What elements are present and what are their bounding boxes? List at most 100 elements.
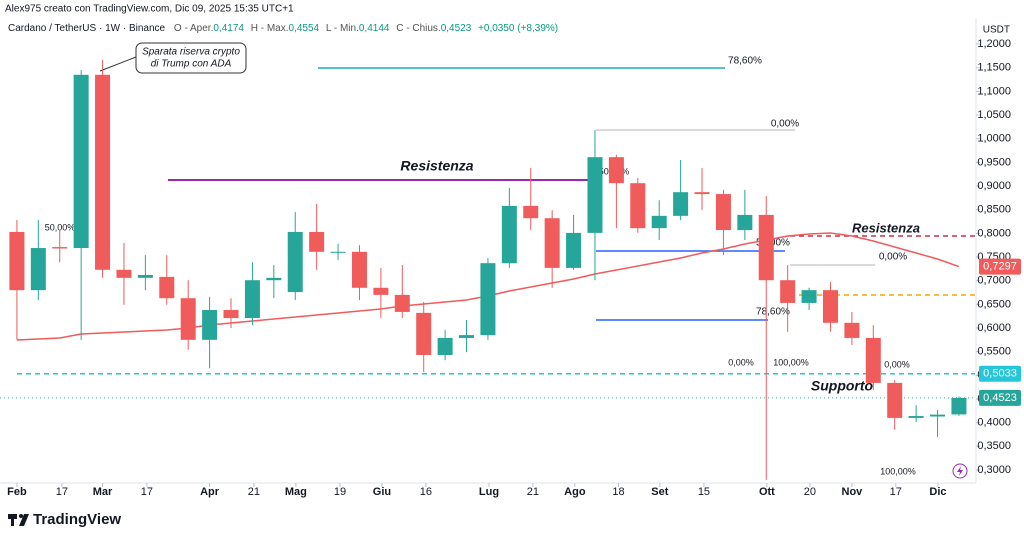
x-tick-label: Ago	[564, 486, 586, 498]
brand: TradingView	[33, 511, 121, 528]
candle	[844, 311, 860, 346]
callout-text: di Trump con ADA	[151, 59, 232, 70]
candle-body	[587, 157, 603, 233]
level-label: Supporto	[811, 378, 874, 394]
candle	[523, 168, 539, 231]
x-tick-label: 17	[56, 486, 68, 498]
legend-key: C - Chius.	[396, 23, 440, 34]
candle-body	[630, 183, 646, 229]
y-tick-label: 1,0500	[977, 109, 1011, 121]
candle-body	[223, 310, 239, 319]
candle-body	[822, 290, 838, 323]
candle	[780, 265, 796, 332]
candle-body	[844, 322, 860, 338]
fib-label: 50,00%	[45, 222, 76, 232]
candle	[244, 262, 260, 326]
legend: Cardano / TetherUS · 1W · Binance O - Ap…	[8, 23, 558, 34]
price-tag	[979, 389, 1021, 406]
symbol: Cardano / TetherUS · 1W · Binance	[8, 23, 166, 34]
candle	[373, 267, 389, 319]
y-tick-label: 0,5500	[977, 346, 1011, 358]
candle-body	[480, 263, 496, 336]
candle-body	[95, 74, 111, 270]
candle-body	[30, 248, 46, 291]
legend-value: 0,4144	[359, 23, 390, 34]
y-tick-label: 0,9500	[977, 156, 1011, 168]
x-tick-label: 19	[334, 486, 346, 498]
x-tick-label: Feb	[7, 486, 27, 498]
candle-body	[651, 215, 667, 229]
x-tick-label: Giu	[373, 486, 391, 498]
y-tick-label: 0,9000	[977, 180, 1011, 192]
candle-body	[887, 382, 903, 418]
candle-body	[737, 214, 753, 231]
x-tick-label: Mag	[285, 486, 307, 498]
legend-value: 0,4174	[213, 23, 244, 34]
price-tag	[979, 365, 1021, 382]
y-tick-label: 0,3000	[977, 464, 1011, 476]
legend-key: H - Max.	[251, 23, 289, 34]
x-tick-label: 16	[420, 486, 432, 498]
level-label: 78,60%	[756, 307, 790, 318]
candle-body	[202, 310, 218, 340]
y-tick-label: 0,4000	[977, 417, 1011, 429]
currency: USDT	[983, 25, 1010, 36]
level-label: 78,60%	[728, 56, 762, 67]
candle	[437, 329, 453, 361]
candle-body	[501, 205, 517, 264]
candle	[287, 212, 303, 301]
candle-body	[180, 298, 196, 340]
candle	[73, 70, 89, 340]
candle-body	[930, 414, 946, 417]
candle	[137, 255, 153, 291]
candle	[330, 243, 346, 260]
candle	[951, 396, 967, 416]
logo-mark	[19, 514, 23, 518]
candle	[394, 265, 410, 319]
candle-body	[137, 275, 153, 278]
x-tick-label: 17	[890, 486, 902, 498]
y-tick-label: 0,6000	[977, 322, 1011, 334]
candle-body	[908, 416, 924, 418]
x-tick-label: Nov	[842, 486, 864, 498]
candle	[9, 220, 25, 340]
callout-pointer	[99, 56, 137, 72]
candle-body	[373, 287, 389, 295]
candle	[351, 245, 367, 301]
candle-body	[566, 232, 582, 268]
legend-value: 0,4554	[289, 23, 320, 34]
callout: Sparata riserva crypto di Trump con ADA	[99, 42, 247, 74]
candle	[223, 298, 239, 329]
fib-label: 100,00%	[773, 357, 809, 367]
callout-text: Sparata riserva crypto	[142, 47, 240, 58]
fib-label: 100,00%	[880, 466, 916, 476]
x-tick-label: 17	[141, 486, 153, 498]
x-tick-label: 21	[248, 486, 260, 498]
x-tick-label: 20	[804, 486, 816, 498]
candle-body	[951, 397, 967, 415]
y-tick-label: 1,0000	[977, 133, 1011, 145]
price-tag	[979, 258, 1021, 275]
candle	[608, 154, 624, 229]
candle	[416, 301, 432, 373]
level-label: 0,00%	[771, 119, 799, 130]
candle-body	[309, 231, 325, 252]
candle	[758, 195, 774, 480]
candle-body	[437, 337, 453, 355]
candle	[459, 319, 475, 353]
candle	[908, 405, 924, 423]
candle-body	[523, 205, 539, 219]
candle	[737, 189, 753, 240]
candle	[309, 204, 325, 270]
alert-icon[interactable]	[952, 463, 968, 479]
legend-key: O - Aper.	[174, 23, 213, 34]
candle-body	[330, 251, 346, 253]
candle-body	[673, 192, 689, 216]
y-tick-label: 1,1000	[977, 85, 1011, 97]
y-tick-label: 0,6500	[977, 298, 1011, 310]
candle	[673, 160, 689, 221]
callout-box	[135, 42, 247, 74]
price-tag-label: 0,5033	[983, 368, 1017, 380]
